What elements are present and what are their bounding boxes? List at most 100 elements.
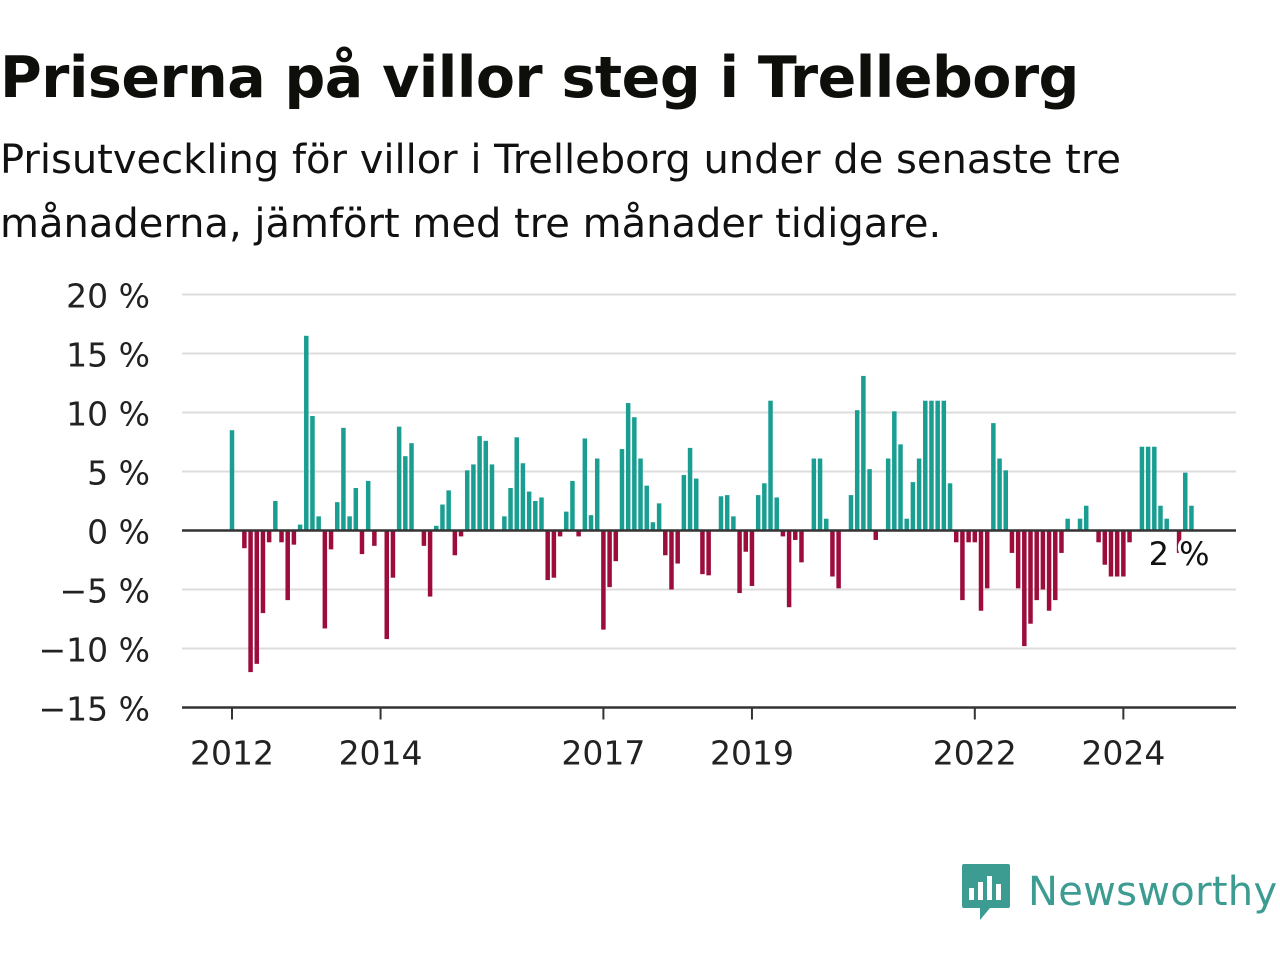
bar xyxy=(1022,530,1027,647)
bar xyxy=(1127,530,1132,543)
bar xyxy=(359,530,365,555)
bar xyxy=(1145,446,1151,531)
bar xyxy=(551,530,557,578)
bars xyxy=(229,335,1194,673)
annotations: 2 % xyxy=(1146,532,1213,576)
bar xyxy=(768,400,773,531)
bar xyxy=(731,516,736,531)
bar xyxy=(285,530,290,601)
bar xyxy=(526,491,532,531)
bar xyxy=(650,522,656,531)
bar xyxy=(830,530,835,577)
bar xyxy=(656,503,662,531)
bar xyxy=(588,515,594,531)
bar xyxy=(601,530,606,630)
bar xyxy=(347,516,352,531)
bar xyxy=(421,530,427,546)
logo-text: Newsworthy xyxy=(1028,869,1278,915)
bar xyxy=(279,530,284,543)
bar xyxy=(885,458,891,531)
bar xyxy=(514,437,519,531)
bar xyxy=(229,430,235,531)
bar xyxy=(823,518,829,531)
x-tick-label: 2019 xyxy=(710,734,794,773)
bar xyxy=(941,400,947,531)
bar xyxy=(242,530,247,549)
y-tick-label: 20 % xyxy=(66,277,150,316)
bar xyxy=(613,530,619,562)
x-tick-label: 2012 xyxy=(190,734,274,773)
bar xyxy=(328,530,334,550)
bar xyxy=(1015,530,1021,589)
bar xyxy=(978,530,984,611)
bar xyxy=(1158,505,1163,531)
bar xyxy=(681,475,687,531)
bar xyxy=(836,530,841,589)
chart-subtitle: Prisutveckling för villor i Trelleborg u… xyxy=(0,137,1122,247)
bar xyxy=(372,530,377,546)
bar xyxy=(644,485,649,531)
bar xyxy=(273,501,278,531)
bar xyxy=(916,458,922,531)
bar xyxy=(966,530,971,543)
chart-title: Priserna på villor steg i Trelleborg xyxy=(0,45,1079,111)
bar xyxy=(353,488,359,531)
bar xyxy=(539,497,544,531)
bar xyxy=(266,530,272,543)
bar xyxy=(861,375,866,531)
bar xyxy=(1053,530,1058,601)
bar xyxy=(409,443,414,531)
bar xyxy=(254,530,260,664)
bar xyxy=(929,400,934,531)
bar xyxy=(570,480,575,531)
bar xyxy=(737,530,742,594)
bar xyxy=(935,400,940,531)
bar xyxy=(625,403,631,531)
bar xyxy=(669,530,674,590)
bar xyxy=(310,416,315,531)
bar xyxy=(867,469,872,531)
x-tick-label: 2024 xyxy=(1081,734,1165,773)
bar xyxy=(718,496,724,531)
bar xyxy=(1189,505,1194,531)
bar xyxy=(762,483,767,531)
bar xyxy=(1152,446,1157,531)
bar xyxy=(1108,530,1114,577)
bar xyxy=(564,511,569,531)
bar xyxy=(1046,530,1052,611)
bar xyxy=(947,483,953,531)
newsworthy-logo: Newsworthy xyxy=(960,862,1277,922)
bar xyxy=(1065,518,1070,531)
bar xyxy=(997,458,1002,531)
y-tick-label: −10 % xyxy=(39,631,151,670)
bar xyxy=(984,530,990,589)
bar xyxy=(953,530,959,543)
bar xyxy=(811,458,817,531)
bar xyxy=(724,495,730,531)
bar xyxy=(749,530,755,586)
bar xyxy=(427,530,433,597)
bar xyxy=(1114,530,1120,577)
bar xyxy=(991,423,996,531)
bar xyxy=(1102,530,1108,565)
bar xyxy=(1003,470,1008,531)
bar xyxy=(434,525,439,531)
bar xyxy=(483,440,489,531)
bar xyxy=(489,464,495,531)
bar xyxy=(755,495,761,531)
x-tick-label: 2014 xyxy=(339,734,423,773)
bar xyxy=(452,530,458,556)
bar xyxy=(322,530,328,629)
x-axis-tick-labels: 2012 2014 2017 2019 2022 2024 xyxy=(190,734,1165,773)
bar xyxy=(898,444,903,531)
bar xyxy=(533,501,538,531)
bar xyxy=(594,458,600,531)
bar xyxy=(799,530,804,563)
y-tick-label: 5 % xyxy=(87,454,150,493)
bar xyxy=(817,458,823,531)
annotation-label: 2 % xyxy=(1149,535,1210,573)
bar xyxy=(260,530,266,614)
bar xyxy=(1176,530,1182,553)
bar xyxy=(780,530,786,537)
bar xyxy=(706,530,711,576)
